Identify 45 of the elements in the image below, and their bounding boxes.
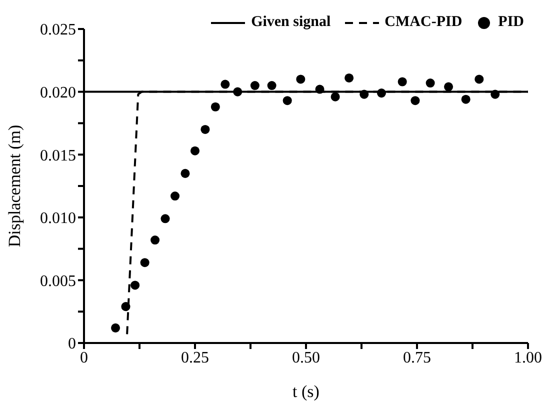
point — [111, 323, 120, 332]
point — [121, 302, 130, 312]
x-tick-label: 0 — [80, 349, 88, 366]
point — [410, 96, 420, 106]
point — [282, 96, 292, 106]
y-tick-label: 0.015 — [40, 147, 76, 164]
point — [360, 90, 369, 99]
y-tick-label: 0.005 — [40, 272, 76, 290]
point — [444, 82, 454, 92]
point — [426, 78, 435, 88]
x-tick-label: 1.00 — [514, 349, 542, 366]
point — [210, 102, 220, 112]
point — [130, 280, 140, 290]
legend-label: PID — [498, 14, 524, 31]
point — [200, 124, 210, 134]
y-tick-label: 0.025 — [40, 22, 76, 39]
y-tick-label: 0 — [68, 336, 76, 353]
legend-label: CMAC-PID — [384, 14, 462, 31]
point — [170, 192, 180, 201]
point — [233, 87, 242, 96]
legend-label: Given signal — [251, 14, 331, 31]
point — [220, 80, 230, 89]
point — [250, 81, 260, 90]
x-tick-label: 0.75 — [403, 349, 431, 366]
point — [461, 94, 470, 104]
point — [296, 74, 306, 84]
point — [398, 77, 407, 86]
point — [474, 74, 484, 84]
point — [160, 214, 170, 224]
point — [140, 258, 150, 268]
point — [490, 90, 500, 99]
y-tick-label: 0.020 — [40, 84, 76, 102]
point — [190, 146, 200, 156]
point — [150, 236, 160, 245]
x-tick-label: 0.25 — [181, 349, 209, 366]
point — [330, 92, 340, 102]
x-tick-label: 0.50 — [292, 349, 320, 366]
point — [267, 81, 276, 90]
y-axis-title: Displacement (m) — [5, 124, 24, 248]
point — [344, 73, 354, 82]
point — [315, 84, 324, 94]
point — [376, 88, 386, 98]
point — [180, 168, 190, 178]
y-tick-label: 0.010 — [40, 210, 76, 228]
x-axis-title: t (s) — [292, 382, 320, 402]
